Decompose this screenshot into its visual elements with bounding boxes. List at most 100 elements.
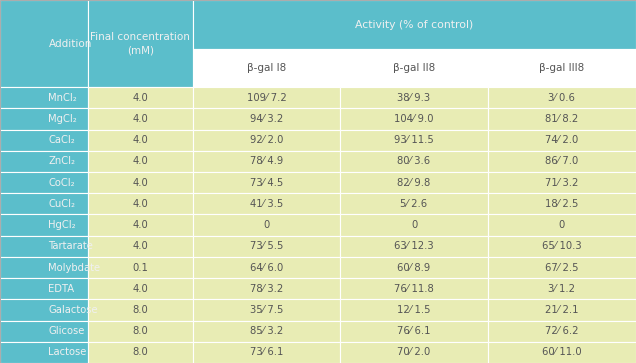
Text: 4.0: 4.0 bbox=[132, 178, 148, 188]
FancyBboxPatch shape bbox=[488, 299, 636, 321]
Text: 73⁄ 6.1: 73⁄ 6.1 bbox=[250, 347, 283, 358]
Text: Final concentration
(mM): Final concentration (mM) bbox=[90, 32, 190, 55]
Text: 65⁄ 10.3: 65⁄ 10.3 bbox=[542, 241, 582, 251]
Text: 4.0: 4.0 bbox=[132, 114, 148, 124]
Text: Glicose: Glicose bbox=[48, 326, 85, 336]
FancyBboxPatch shape bbox=[193, 257, 340, 278]
Text: 4.0: 4.0 bbox=[132, 199, 148, 209]
FancyBboxPatch shape bbox=[88, 130, 193, 151]
FancyBboxPatch shape bbox=[340, 49, 488, 87]
FancyBboxPatch shape bbox=[88, 87, 193, 108]
FancyBboxPatch shape bbox=[0, 193, 88, 215]
FancyBboxPatch shape bbox=[88, 342, 193, 363]
FancyBboxPatch shape bbox=[340, 193, 488, 215]
FancyBboxPatch shape bbox=[193, 0, 636, 49]
FancyBboxPatch shape bbox=[88, 299, 193, 321]
FancyBboxPatch shape bbox=[0, 278, 88, 299]
Text: 41⁄ 3.5: 41⁄ 3.5 bbox=[250, 199, 283, 209]
Text: 93⁄ 11.5: 93⁄ 11.5 bbox=[394, 135, 434, 145]
FancyBboxPatch shape bbox=[488, 215, 636, 236]
FancyBboxPatch shape bbox=[340, 172, 488, 193]
Text: 3⁄ 0.6: 3⁄ 0.6 bbox=[548, 93, 576, 103]
FancyBboxPatch shape bbox=[340, 151, 488, 172]
FancyBboxPatch shape bbox=[340, 215, 488, 236]
FancyBboxPatch shape bbox=[340, 257, 488, 278]
FancyBboxPatch shape bbox=[488, 193, 636, 215]
FancyBboxPatch shape bbox=[0, 172, 88, 193]
Text: HgCl₂: HgCl₂ bbox=[48, 220, 76, 230]
FancyBboxPatch shape bbox=[340, 278, 488, 299]
FancyBboxPatch shape bbox=[88, 151, 193, 172]
FancyBboxPatch shape bbox=[0, 236, 88, 257]
FancyBboxPatch shape bbox=[488, 108, 636, 130]
Text: 4.0: 4.0 bbox=[132, 241, 148, 251]
FancyBboxPatch shape bbox=[488, 321, 636, 342]
FancyBboxPatch shape bbox=[193, 172, 340, 193]
FancyBboxPatch shape bbox=[88, 0, 193, 87]
FancyBboxPatch shape bbox=[193, 278, 340, 299]
Text: 85⁄ 3.2: 85⁄ 3.2 bbox=[250, 326, 283, 336]
Text: Molybdate: Molybdate bbox=[48, 262, 100, 273]
Text: 60⁄ 11.0: 60⁄ 11.0 bbox=[542, 347, 582, 358]
Text: 94⁄ 3.2: 94⁄ 3.2 bbox=[250, 114, 283, 124]
Text: Addition: Addition bbox=[49, 38, 92, 49]
Text: 64⁄ 6.0: 64⁄ 6.0 bbox=[250, 262, 283, 273]
Text: 8.0: 8.0 bbox=[132, 347, 148, 358]
Text: 109⁄ 7.2: 109⁄ 7.2 bbox=[247, 93, 286, 103]
FancyBboxPatch shape bbox=[488, 130, 636, 151]
Text: 63⁄ 12.3: 63⁄ 12.3 bbox=[394, 241, 434, 251]
Text: 82⁄ 9.8: 82⁄ 9.8 bbox=[398, 178, 431, 188]
Text: 5⁄ 2.6: 5⁄ 2.6 bbox=[401, 199, 427, 209]
Text: 0: 0 bbox=[559, 220, 565, 230]
FancyBboxPatch shape bbox=[0, 0, 88, 87]
FancyBboxPatch shape bbox=[340, 321, 488, 342]
FancyBboxPatch shape bbox=[88, 321, 193, 342]
Text: 76⁄ 11.8: 76⁄ 11.8 bbox=[394, 284, 434, 294]
Text: 104⁄ 9.0: 104⁄ 9.0 bbox=[394, 114, 434, 124]
FancyBboxPatch shape bbox=[88, 172, 193, 193]
Text: β-gal III8: β-gal III8 bbox=[539, 63, 584, 73]
Text: 74⁄ 2.0: 74⁄ 2.0 bbox=[545, 135, 579, 145]
FancyBboxPatch shape bbox=[0, 299, 88, 321]
Text: 4.0: 4.0 bbox=[132, 93, 148, 103]
Text: 4.0: 4.0 bbox=[132, 156, 148, 166]
Text: 8.0: 8.0 bbox=[132, 326, 148, 336]
Text: 18⁄ 2.5: 18⁄ 2.5 bbox=[545, 199, 579, 209]
FancyBboxPatch shape bbox=[488, 49, 636, 87]
Text: 0: 0 bbox=[411, 220, 417, 230]
FancyBboxPatch shape bbox=[0, 108, 88, 130]
FancyBboxPatch shape bbox=[88, 193, 193, 215]
FancyBboxPatch shape bbox=[0, 87, 88, 108]
FancyBboxPatch shape bbox=[193, 151, 340, 172]
Text: Lactose: Lactose bbox=[48, 347, 86, 358]
Text: 72⁄ 6.2: 72⁄ 6.2 bbox=[545, 326, 579, 336]
FancyBboxPatch shape bbox=[193, 130, 340, 151]
FancyBboxPatch shape bbox=[0, 321, 88, 342]
FancyBboxPatch shape bbox=[193, 49, 340, 87]
FancyBboxPatch shape bbox=[488, 236, 636, 257]
FancyBboxPatch shape bbox=[88, 108, 193, 130]
Text: CoCl₂: CoCl₂ bbox=[48, 178, 75, 188]
Text: 38⁄ 9.3: 38⁄ 9.3 bbox=[398, 93, 431, 103]
Text: 12⁄ 1.5: 12⁄ 1.5 bbox=[398, 305, 431, 315]
Text: 73⁄ 5.5: 73⁄ 5.5 bbox=[250, 241, 283, 251]
FancyBboxPatch shape bbox=[488, 87, 636, 108]
FancyBboxPatch shape bbox=[193, 193, 340, 215]
Text: β-gal II8: β-gal II8 bbox=[393, 63, 435, 73]
Text: Tartarate: Tartarate bbox=[48, 241, 93, 251]
Text: CuCl₂: CuCl₂ bbox=[48, 199, 75, 209]
FancyBboxPatch shape bbox=[193, 321, 340, 342]
Text: 4.0: 4.0 bbox=[132, 284, 148, 294]
FancyBboxPatch shape bbox=[340, 108, 488, 130]
FancyBboxPatch shape bbox=[0, 215, 88, 236]
FancyBboxPatch shape bbox=[193, 342, 340, 363]
FancyBboxPatch shape bbox=[488, 257, 636, 278]
Text: 0: 0 bbox=[263, 220, 270, 230]
FancyBboxPatch shape bbox=[193, 87, 340, 108]
Text: 92⁄ 2.0: 92⁄ 2.0 bbox=[250, 135, 283, 145]
Text: Activity (% of control): Activity (% of control) bbox=[356, 20, 473, 29]
Text: CaCl₂: CaCl₂ bbox=[48, 135, 75, 145]
Text: 81⁄ 8.2: 81⁄ 8.2 bbox=[545, 114, 579, 124]
FancyBboxPatch shape bbox=[88, 257, 193, 278]
FancyBboxPatch shape bbox=[193, 236, 340, 257]
